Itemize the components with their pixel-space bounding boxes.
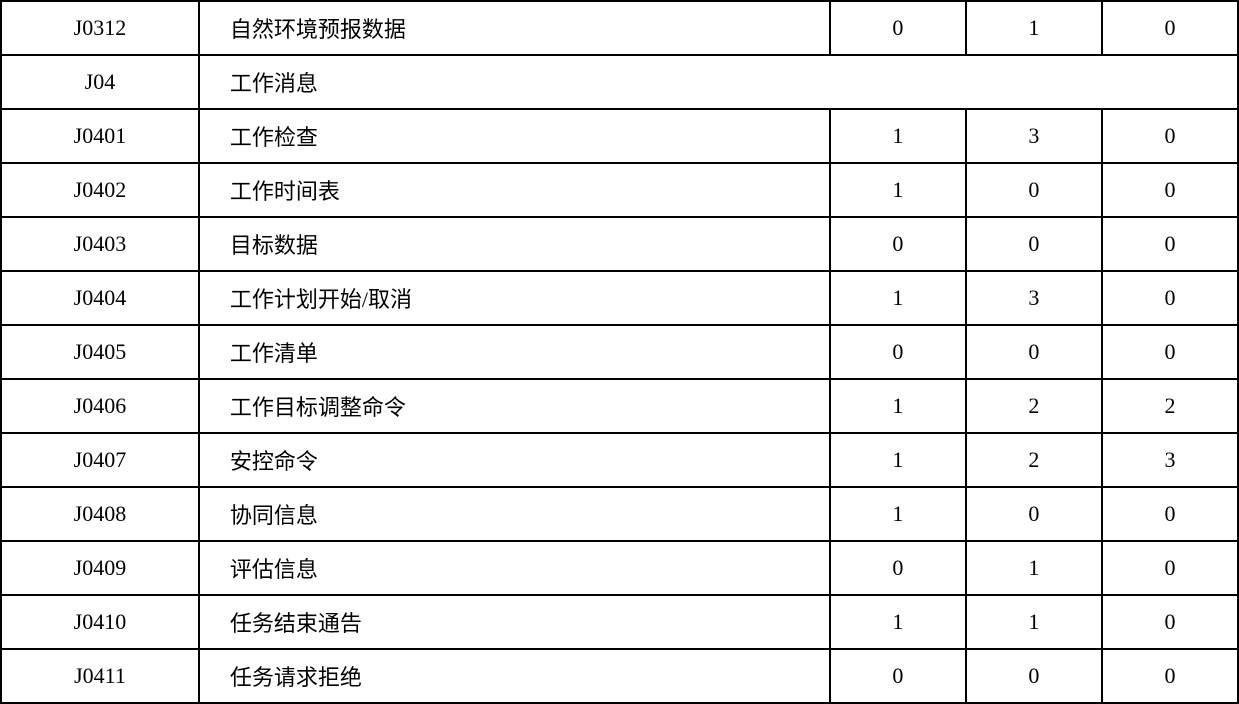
value-cell: 1: [830, 109, 966, 163]
value-cell: 0: [966, 325, 1102, 379]
value-cell: 1: [830, 163, 966, 217]
value-cell: 3: [966, 271, 1102, 325]
table-row: J0407 安控命令 1 2 3: [1, 433, 1238, 487]
value-cell: 0: [830, 649, 966, 703]
desc-cell: 工作检查: [199, 109, 830, 163]
value-cell: 3: [1102, 433, 1238, 487]
desc-cell: 工作消息: [199, 55, 1238, 109]
code-cell: J0405: [1, 325, 199, 379]
table-row: J0410 任务结束通告 1 1 0: [1, 595, 1238, 649]
table-row: J0402 工作时间表 1 0 0: [1, 163, 1238, 217]
value-cell: 1: [966, 541, 1102, 595]
desc-cell: 任务结束通告: [199, 595, 830, 649]
value-cell: 1: [966, 1, 1102, 55]
value-cell: 0: [830, 325, 966, 379]
desc-cell: 评估信息: [199, 541, 830, 595]
value-cell: 0: [830, 541, 966, 595]
desc-cell: 工作清单: [199, 325, 830, 379]
desc-cell: 工作时间表: [199, 163, 830, 217]
table-row: J0405 工作清单 0 0 0: [1, 325, 1238, 379]
code-cell: J0403: [1, 217, 199, 271]
code-cell: J04: [1, 55, 199, 109]
value-cell: 0: [830, 217, 966, 271]
table-row: J0408 协同信息 1 0 0: [1, 487, 1238, 541]
desc-cell: 协同信息: [199, 487, 830, 541]
table-row: J0312 自然环境预报数据 0 1 0: [1, 1, 1238, 55]
value-cell: 2: [966, 379, 1102, 433]
table-row: J0406 工作目标调整命令 1 2 2: [1, 379, 1238, 433]
code-cell: J0312: [1, 1, 199, 55]
desc-cell: 任务请求拒绝: [199, 649, 830, 703]
table-row: J0404 工作计划开始/取消 1 3 0: [1, 271, 1238, 325]
desc-cell: 自然环境预报数据: [199, 1, 830, 55]
table-body: J0312 自然环境预报数据 0 1 0 J04 工作消息 J0401 工作检查…: [1, 1, 1238, 703]
value-cell: 0: [1102, 649, 1238, 703]
value-cell: 1: [830, 433, 966, 487]
value-cell: 2: [1102, 379, 1238, 433]
value-cell: 0: [830, 1, 966, 55]
table-row: J0401 工作检查 1 3 0: [1, 109, 1238, 163]
code-cell: J0409: [1, 541, 199, 595]
table-row: J0411 任务请求拒绝 0 0 0: [1, 649, 1238, 703]
code-cell: J0402: [1, 163, 199, 217]
data-table: J0312 自然环境预报数据 0 1 0 J04 工作消息 J0401 工作检查…: [0, 0, 1239, 704]
value-cell: 0: [966, 163, 1102, 217]
value-cell: 1: [966, 595, 1102, 649]
table-header-row: J04 工作消息: [1, 55, 1238, 109]
code-cell: J0411: [1, 649, 199, 703]
code-cell: J0408: [1, 487, 199, 541]
value-cell: 0: [1102, 109, 1238, 163]
value-cell: 1: [830, 379, 966, 433]
value-cell: 1: [830, 595, 966, 649]
desc-cell: 安控命令: [199, 433, 830, 487]
value-cell: 0: [1102, 163, 1238, 217]
table-row: J0409 评估信息 0 1 0: [1, 541, 1238, 595]
code-cell: J0401: [1, 109, 199, 163]
code-cell: J0406: [1, 379, 199, 433]
value-cell: 3: [966, 109, 1102, 163]
value-cell: 0: [1102, 595, 1238, 649]
value-cell: 0: [1102, 217, 1238, 271]
desc-cell: 目标数据: [199, 217, 830, 271]
value-cell: 0: [966, 649, 1102, 703]
value-cell: 1: [830, 487, 966, 541]
value-cell: 2: [966, 433, 1102, 487]
value-cell: 0: [966, 217, 1102, 271]
value-cell: 0: [1102, 325, 1238, 379]
desc-cell: 工作计划开始/取消: [199, 271, 830, 325]
value-cell: 1: [830, 271, 966, 325]
value-cell: 0: [1102, 487, 1238, 541]
value-cell: 0: [1102, 1, 1238, 55]
value-cell: 0: [1102, 541, 1238, 595]
code-cell: J0404: [1, 271, 199, 325]
value-cell: 0: [966, 487, 1102, 541]
code-cell: J0410: [1, 595, 199, 649]
desc-cell: 工作目标调整命令: [199, 379, 830, 433]
table-row: J0403 目标数据 0 0 0: [1, 217, 1238, 271]
code-cell: J0407: [1, 433, 199, 487]
value-cell: 0: [1102, 271, 1238, 325]
